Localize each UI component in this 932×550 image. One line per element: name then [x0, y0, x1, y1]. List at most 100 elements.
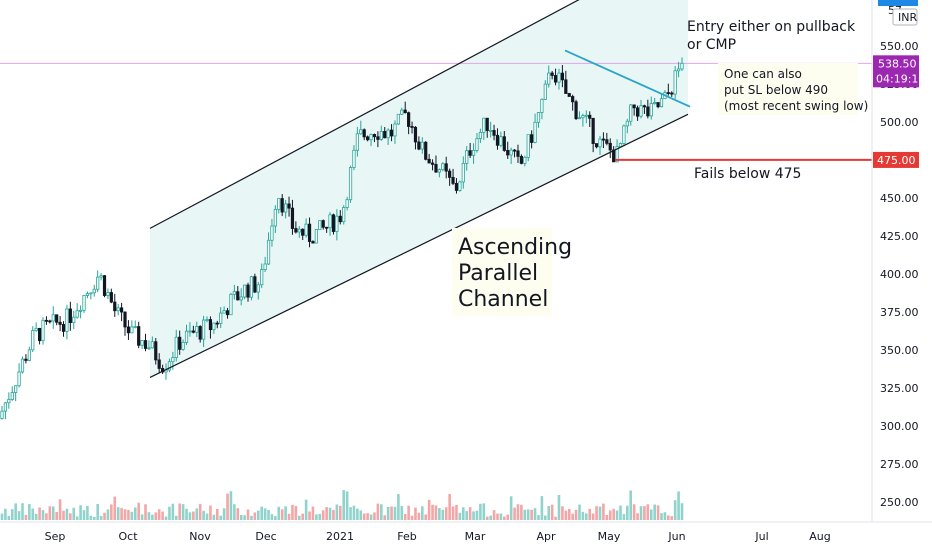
sl-note-line-3: (most recent swing low) — [724, 99, 868, 113]
volume-bar — [280, 509, 284, 520]
candle-body — [557, 72, 561, 83]
volume-bar — [366, 513, 369, 520]
price-tick-label: 375.00 — [880, 306, 919, 319]
volume-bar — [274, 516, 277, 520]
candle-body — [458, 181, 462, 191]
candle-body — [495, 134, 500, 146]
volume-bar — [99, 515, 103, 520]
candle-body — [577, 117, 582, 120]
candle-body — [680, 62, 684, 70]
candle-body — [386, 129, 390, 139]
volume-bar — [89, 515, 93, 520]
candle-body — [249, 276, 254, 298]
volume-bar — [506, 514, 510, 520]
volume-bar — [619, 505, 622, 520]
volume-bar — [533, 508, 537, 520]
candle-body — [441, 163, 445, 170]
volume-bar — [202, 510, 205, 520]
candle-body — [92, 288, 96, 294]
volume-bar — [369, 514, 373, 520]
volume-bar — [605, 514, 609, 520]
time-tick-label: Jun — [667, 530, 685, 543]
volume-bar — [318, 513, 322, 520]
volume-bar — [397, 494, 400, 520]
volume-bar — [465, 511, 469, 520]
candle-body — [147, 347, 151, 350]
volume-bar — [496, 513, 499, 520]
volume-bar — [530, 509, 533, 520]
candle-body — [68, 308, 72, 324]
candle-body — [523, 157, 527, 164]
candle-body — [75, 310, 79, 318]
candle-body — [171, 357, 175, 363]
candle-body — [82, 295, 86, 311]
price-tick-label: 275.00 — [880, 458, 919, 471]
volume-bar — [58, 499, 62, 520]
candle-body — [564, 79, 568, 94]
candle-body — [27, 349, 31, 361]
volume-bar — [130, 511, 134, 520]
candle-body — [34, 327, 38, 331]
candle-body — [184, 330, 189, 343]
time-tick-label: Nov — [189, 530, 211, 543]
candle-body — [61, 324, 66, 332]
volume-bar — [656, 505, 660, 520]
channel-upper-line[interactable] — [149, 0, 635, 229]
volume-bar — [113, 496, 117, 520]
candle-body — [489, 130, 493, 132]
candle-body — [243, 284, 247, 298]
volume-bar — [311, 506, 315, 520]
candle-body — [594, 143, 599, 148]
time-tick-label: Dec — [255, 530, 276, 543]
volume-bar — [455, 504, 458, 520]
volume-bar — [400, 505, 404, 520]
volume-bar — [574, 509, 578, 520]
volume-bar — [181, 504, 185, 520]
volume-bar — [540, 496, 544, 520]
candle-body — [102, 275, 107, 296]
candle-body — [372, 134, 377, 138]
volume-bar — [233, 504, 236, 520]
volume-bar — [140, 514, 144, 520]
volume-bar — [127, 509, 130, 520]
price-tick-label: 325.00 — [880, 382, 919, 395]
candle-body — [571, 96, 575, 103]
descending-trendline[interactable] — [564, 49, 691, 108]
volume-bar — [407, 505, 410, 520]
candle-body — [10, 392, 14, 400]
volume-bar — [643, 506, 646, 520]
time-tick-label: Apr — [536, 530, 556, 543]
candle-body — [318, 220, 322, 230]
candle-body — [547, 72, 551, 85]
volume-bar — [660, 513, 663, 520]
candle-body — [612, 149, 616, 163]
volume-bar — [670, 516, 674, 520]
volume-bar — [209, 505, 212, 520]
volume-bar — [188, 512, 192, 520]
channel-lower-line[interactable] — [149, 113, 689, 379]
volume-bar — [403, 514, 407, 520]
volume-bar — [157, 509, 161, 520]
candle-body — [72, 316, 76, 324]
support-price-value: 475.00 — [877, 154, 916, 167]
candle-body — [7, 399, 11, 404]
candle-body — [601, 138, 606, 141]
volume-bar — [516, 504, 520, 520]
candle-body — [629, 104, 633, 122]
volume-bar — [554, 516, 557, 520]
candle-body — [485, 117, 489, 131]
candle-body — [512, 149, 517, 152]
candle-body — [178, 336, 182, 350]
volume-bar — [468, 507, 472, 520]
volume-bar — [417, 512, 421, 520]
volume-bar — [147, 512, 151, 520]
candle-body — [297, 228, 301, 233]
time-axis[interactable]: Sep Oct Nov Dec 2021 Feb Mar Apr May Jun Jul Aug — [0, 521, 932, 543]
candle-body — [352, 149, 356, 168]
candle-body — [465, 150, 469, 164]
volume-bar — [362, 513, 366, 520]
candle-body — [516, 150, 520, 157]
volume-bar — [263, 508, 267, 520]
volume-bar — [595, 506, 598, 520]
